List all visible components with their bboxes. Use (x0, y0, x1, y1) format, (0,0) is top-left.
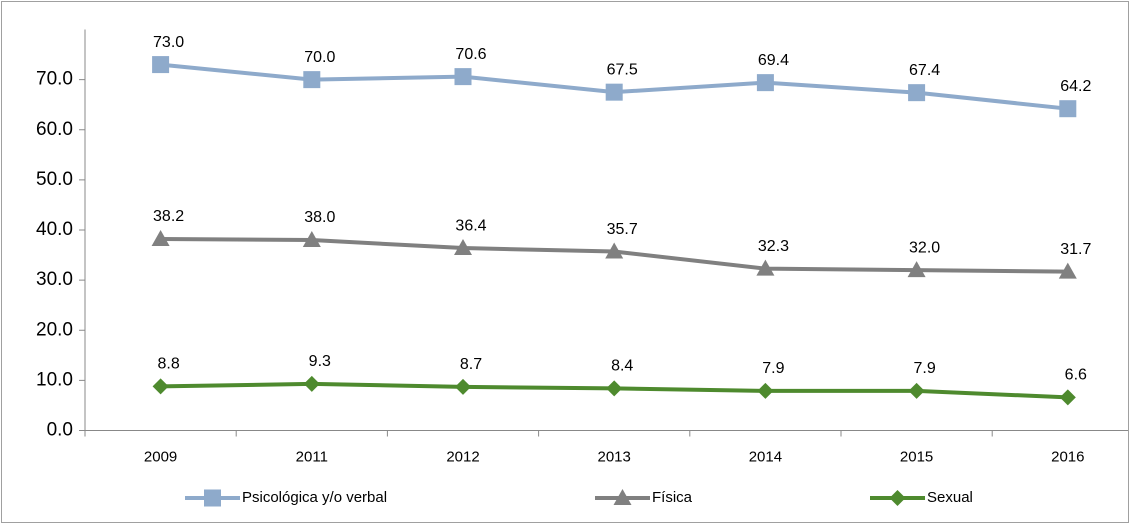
data-label: 35.7 (607, 221, 638, 238)
data-point (303, 71, 321, 89)
data-point (757, 382, 774, 399)
y-tick-label: 0.0 (47, 420, 73, 441)
x-tick-label: 2012 (446, 448, 479, 465)
data-point (455, 378, 471, 395)
legend-label: Física (652, 489, 693, 506)
x-tick-label: 2015 (900, 448, 933, 465)
x-tick-label: 2014 (749, 448, 782, 465)
x-tick-label: 2009 (144, 448, 177, 465)
data-point (606, 380, 623, 397)
data-label: 70.6 (455, 46, 486, 63)
y-tick-label: 20.0 (36, 319, 73, 340)
data-point (1058, 262, 1077, 279)
y-tick-label: 10.0 (36, 369, 73, 390)
data-label: 67.4 (909, 62, 940, 79)
data-point (907, 261, 926, 278)
data-point (756, 74, 774, 92)
data-point (605, 83, 623, 101)
data-point (303, 375, 320, 392)
data-label: 32.3 (758, 238, 789, 255)
data-label: 8.7 (460, 356, 482, 373)
data-label: 31.7 (1060, 241, 1091, 258)
data-label: 38.0 (304, 209, 335, 226)
data-label: 67.5 (607, 61, 638, 78)
y-tick-label: 70.0 (36, 69, 73, 90)
data-point (1059, 100, 1077, 118)
data-point (605, 242, 624, 259)
data-point (1059, 389, 1076, 406)
y-tick-label: 40.0 (36, 219, 73, 240)
data-point (908, 84, 926, 102)
data-point (908, 382, 925, 399)
data-label: 38.2 (153, 208, 184, 225)
data-point (151, 230, 170, 247)
data-label: 70.0 (304, 49, 335, 66)
y-tick-label: 60.0 (36, 119, 73, 140)
data-label: 7.9 (762, 360, 784, 377)
data-point (302, 231, 321, 248)
data-label: 69.4 (758, 52, 789, 69)
legend-label: Psicológica y/o verbal (242, 489, 387, 506)
data-label: 64.2 (1060, 78, 1091, 95)
data-label: 73.0 (153, 34, 184, 51)
legend-marker (204, 489, 221, 507)
data-label: 7.9 (913, 360, 935, 377)
data-point (152, 56, 170, 74)
data-point (152, 378, 169, 395)
data-label: 8.4 (611, 358, 633, 375)
data-label: 32.0 (909, 239, 940, 256)
data-point (454, 68, 472, 86)
x-tick-label: 2011 (296, 448, 328, 465)
data-point (756, 259, 775, 276)
legend-marker (889, 490, 906, 506)
data-label: 9.3 (309, 353, 331, 370)
data-label: 8.8 (157, 356, 179, 373)
data-point (454, 239, 472, 256)
x-tick-label: 2013 (598, 448, 631, 465)
data-label: 6.6 (1065, 367, 1087, 384)
y-tick-label: 50.0 (36, 169, 73, 190)
legend-label: Sexual (927, 489, 973, 506)
y-tick-label: 30.0 (36, 269, 73, 290)
legend-marker (613, 489, 632, 505)
data-label: 36.4 (455, 217, 486, 234)
x-tick-label: 2016 (1051, 448, 1084, 465)
